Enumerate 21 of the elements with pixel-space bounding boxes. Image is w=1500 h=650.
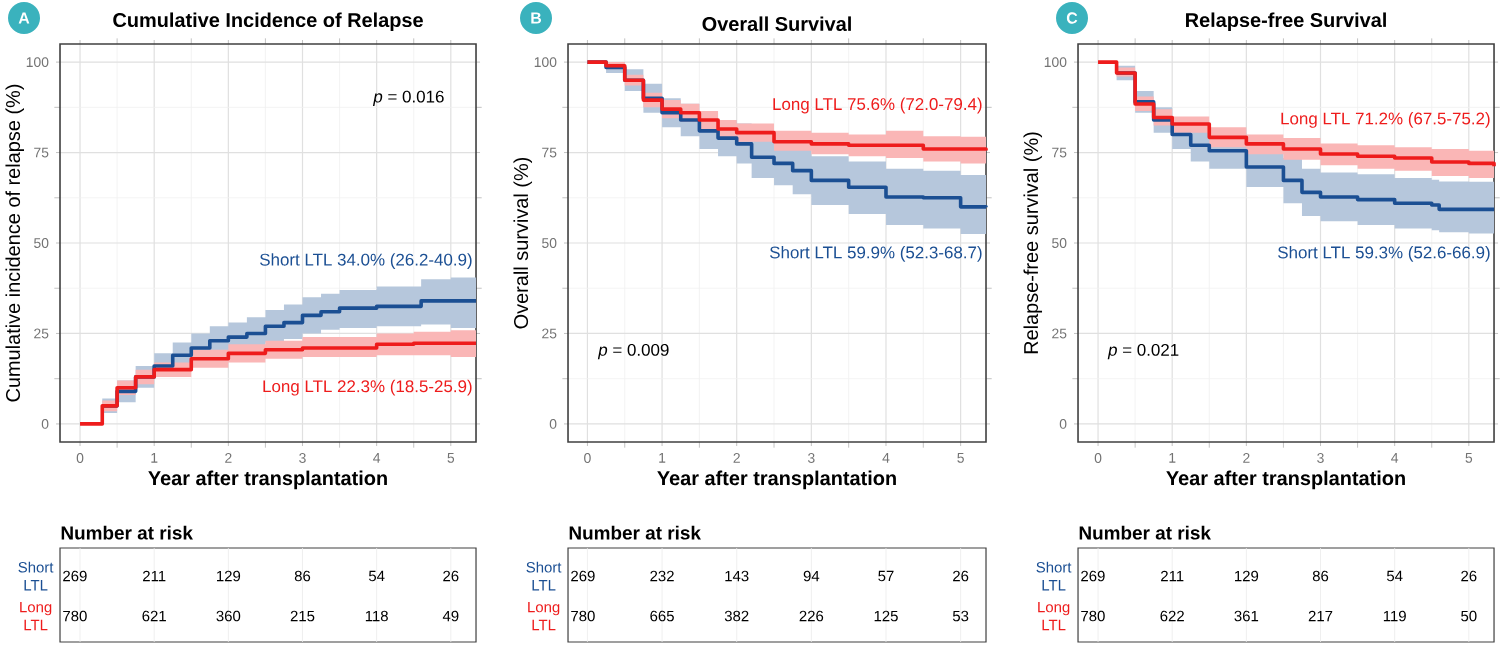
chart-title: Relapse-free Survival (1186, 12, 1386, 32)
annotation: Short LTL 34.0% (26.2-40.9) (260, 253, 472, 269)
chart-title: Cumulative Incidence of Relapse (113, 12, 423, 32)
annotation: Long LTL 22.3% (18.5-25.9) (263, 379, 472, 396)
annotation: Short LTL 59.9% (52.3-68.7) (770, 245, 982, 262)
annotation: Long LTL 75.6% (72.0-79.4) (773, 97, 982, 114)
text: Number at risk (569, 525, 701, 540)
annotation: p = 0.009 (597, 343, 669, 360)
chart-title: Overall Survival (702, 16, 851, 32)
x-axis-title: Year after transplantation (148, 470, 387, 490)
y-axis-title: Relapse-free survival (%) (1023, 132, 1043, 354)
text: Number at risk (1079, 525, 1211, 540)
y-axis-title: Overall survival (%) (513, 157, 533, 329)
text: Number at risk (61, 525, 193, 540)
x-axis-title: Year after transplantation (1166, 470, 1405, 490)
annotation: Short LTL 59.3% (52.6-66.9) (1278, 245, 1490, 262)
annotation: p = 0.016 (372, 90, 444, 106)
annotation: p = 0.021 (1107, 343, 1179, 360)
annotation: Long LTL 71.2% (67.5-75.2) (1281, 112, 1490, 128)
y-axis-title: Cumulative incidence of relapse (%) (5, 84, 25, 402)
x-axis-title: Year after transplantation (657, 470, 896, 490)
